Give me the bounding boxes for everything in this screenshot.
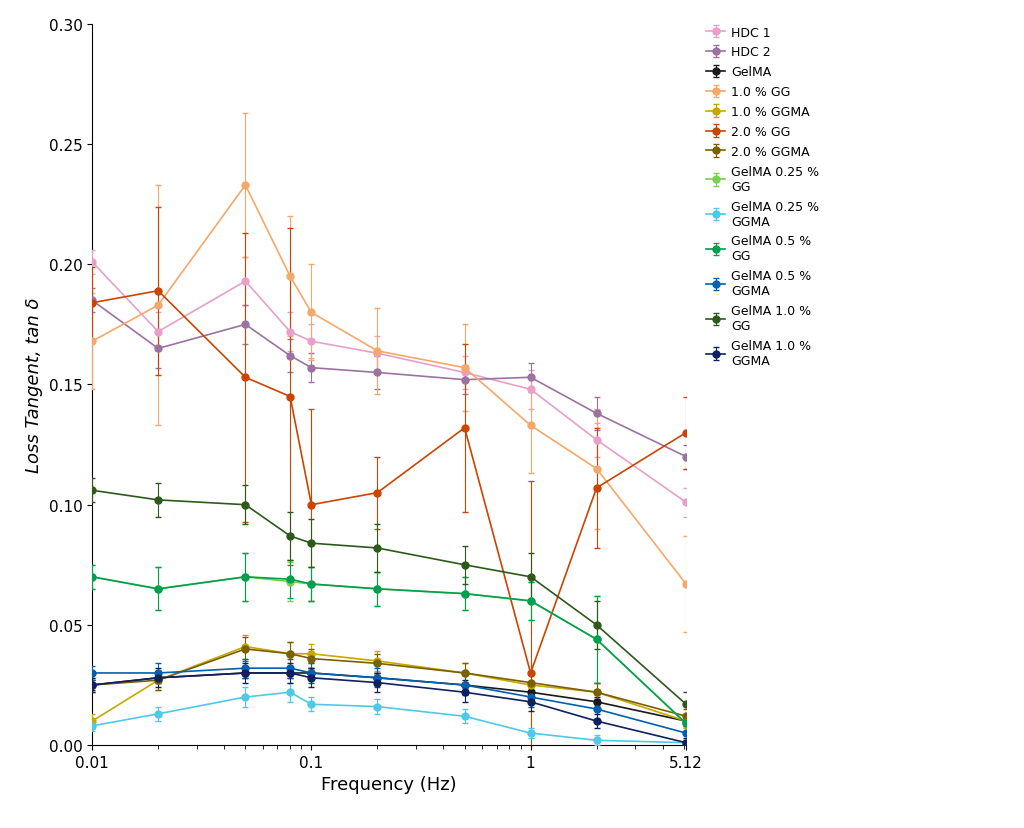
Legend: HDC 1, HDC 2, GelMA, 1.0 % GG, 1.0 % GGMA, 2.0 % GG, 2.0 % GGMA, GelMA 0.25 %
GG: HDC 1, HDC 2, GelMA, 1.0 % GG, 1.0 % GGM…	[702, 23, 823, 372]
Y-axis label: Loss Tangent, tan δ: Loss Tangent, tan δ	[25, 297, 43, 473]
X-axis label: Frequency (Hz): Frequency (Hz)	[322, 776, 457, 793]
